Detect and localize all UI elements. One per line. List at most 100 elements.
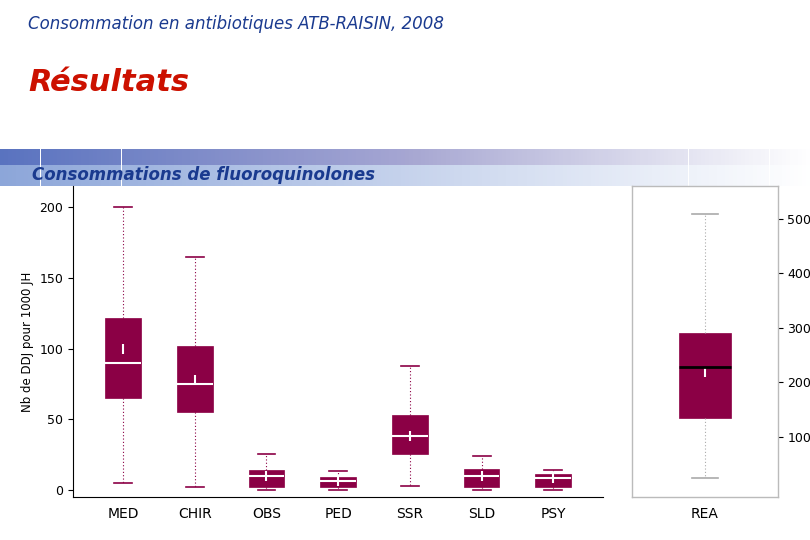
- Bar: [405, 148, 409, 165]
- Bar: [182, 148, 186, 165]
- Bar: [381, 165, 385, 186]
- Bar: [806, 148, 810, 165]
- Bar: [126, 165, 130, 186]
- Bar: [571, 165, 575, 186]
- PathPatch shape: [392, 415, 428, 455]
- Bar: [109, 165, 113, 186]
- Bar: [162, 165, 166, 186]
- Bar: [599, 165, 603, 186]
- Bar: [551, 165, 555, 186]
- Text: Consommation en antibiotiques ATB-RAISIN, 2008: Consommation en antibiotiques ATB-RAISIN…: [28, 15, 445, 33]
- Bar: [543, 148, 547, 165]
- Bar: [616, 148, 620, 165]
- Bar: [16, 148, 20, 165]
- Bar: [292, 148, 296, 165]
- Bar: [640, 148, 644, 165]
- Bar: [122, 148, 126, 165]
- Bar: [676, 148, 680, 165]
- Bar: [53, 165, 57, 186]
- Bar: [425, 165, 429, 186]
- Bar: [12, 165, 16, 186]
- Bar: [284, 165, 288, 186]
- Bar: [583, 165, 587, 186]
- Bar: [113, 165, 117, 186]
- Bar: [381, 148, 385, 165]
- Bar: [275, 165, 279, 186]
- Bar: [113, 148, 117, 165]
- Bar: [518, 165, 522, 186]
- Bar: [502, 148, 506, 165]
- Bar: [267, 148, 271, 165]
- Y-axis label: Nb de DDJ pour 1000 JH: Nb de DDJ pour 1000 JH: [21, 272, 34, 411]
- Bar: [344, 148, 348, 165]
- Text: Résultats: Résultats: [28, 68, 190, 97]
- Bar: [624, 165, 628, 186]
- Bar: [741, 148, 745, 165]
- Bar: [579, 148, 583, 165]
- Bar: [243, 165, 247, 186]
- Bar: [761, 148, 765, 165]
- Bar: [668, 148, 672, 165]
- Bar: [215, 148, 219, 165]
- Bar: [328, 165, 332, 186]
- Bar: [470, 148, 474, 165]
- Bar: [259, 148, 263, 165]
- Bar: [782, 165, 786, 186]
- Bar: [786, 165, 790, 186]
- Bar: [207, 148, 211, 165]
- Bar: [126, 148, 130, 165]
- Bar: [397, 165, 401, 186]
- Bar: [790, 148, 794, 165]
- Bar: [360, 148, 364, 165]
- Bar: [612, 148, 616, 165]
- Bar: [753, 165, 757, 186]
- Bar: [660, 165, 664, 186]
- Bar: [16, 165, 20, 186]
- Bar: [636, 148, 640, 165]
- Bar: [194, 165, 198, 186]
- Bar: [802, 165, 806, 186]
- Bar: [701, 148, 705, 165]
- Bar: [308, 148, 312, 165]
- Bar: [239, 148, 243, 165]
- Bar: [458, 148, 462, 165]
- Bar: [344, 165, 348, 186]
- Bar: [170, 165, 174, 186]
- Bar: [676, 165, 680, 186]
- Bar: [271, 148, 275, 165]
- Bar: [721, 165, 725, 186]
- Bar: [555, 165, 559, 186]
- Bar: [198, 165, 202, 186]
- Bar: [458, 165, 462, 186]
- Bar: [693, 148, 697, 165]
- Bar: [441, 148, 446, 165]
- Bar: [202, 165, 207, 186]
- Bar: [348, 165, 352, 186]
- Bar: [194, 148, 198, 165]
- Bar: [312, 165, 316, 186]
- Bar: [308, 165, 312, 186]
- Bar: [559, 165, 563, 186]
- Bar: [587, 148, 591, 165]
- Bar: [591, 148, 595, 165]
- Bar: [713, 165, 717, 186]
- Bar: [518, 148, 522, 165]
- Bar: [130, 165, 134, 186]
- Bar: [304, 148, 308, 165]
- Bar: [555, 148, 559, 165]
- Bar: [433, 165, 437, 186]
- Bar: [134, 148, 138, 165]
- Bar: [680, 165, 684, 186]
- Bar: [765, 165, 769, 186]
- Bar: [85, 165, 89, 186]
- Bar: [0, 165, 4, 186]
- Bar: [40, 165, 45, 186]
- Bar: [417, 165, 421, 186]
- Bar: [12, 148, 16, 165]
- Bar: [806, 165, 810, 186]
- Bar: [579, 165, 583, 186]
- Bar: [154, 148, 158, 165]
- Bar: [223, 165, 227, 186]
- Bar: [547, 148, 551, 165]
- Bar: [749, 165, 753, 186]
